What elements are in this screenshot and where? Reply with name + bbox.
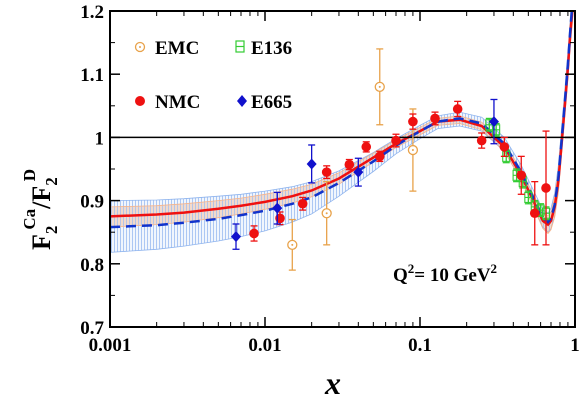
data-points [231,48,551,271]
emc-point-center [411,149,414,152]
legend-marker-e136 [235,40,245,53]
q2-annotation: Q2= 10 GeV2 [393,261,497,286]
e665-point [306,158,317,170]
nmc-point [452,104,463,114]
emc-point-center [291,243,294,246]
ylabel-slash: / [27,201,56,210]
ylabel-sub: 2 [42,226,61,235]
x-tick-label: 1 [570,335,580,356]
legend-label-emc: EMC [155,38,199,59]
nmc-point [249,228,259,239]
e665-point [353,166,364,178]
series-nmc [249,100,551,246]
emc-point-center [378,85,381,88]
red-uncertainty-band-area [110,11,574,235]
blue-dashed-curve [110,11,574,229]
x-axis-label: x [324,365,341,401]
nmc-point [430,113,440,124]
legend-label-e136: E136 [251,38,292,59]
nmc-point [476,135,487,146]
nmc-point [408,116,418,127]
nmc-point [361,142,372,152]
x-tick-label: 0.001 [89,335,132,356]
series-e665 [231,98,499,250]
legend-label-e665: E665 [251,92,292,113]
ylabel-f: F [27,234,56,250]
nmc-point [516,170,527,181]
y-tick-label: 0.9 [80,192,104,213]
nmc-point [529,208,540,219]
y-tick-label: 0.7 [80,318,104,339]
ylabel-sup2: D [20,169,39,181]
e665-point [488,116,499,128]
emc-point-center [325,212,328,215]
nmc-point [374,151,385,162]
annotation-value: = 10 GeV [414,265,491,286]
x-tick-label: 0.01 [248,335,281,356]
ylabel-sub2: 2 [42,177,61,186]
ylabel-sup: Ca [20,208,39,229]
legend-marker-emc [134,41,146,53]
legend-marker-e665 [237,95,247,107]
tick-labels: 0.001 0.01 0.1 1 0.7 0.8 0.9 1 1.1 1.2 [80,2,580,356]
nmc-point [499,142,510,152]
y-axis-label: F2Ca/F2D [20,169,61,250]
axis-ticks [109,10,576,328]
e665-point [272,202,283,214]
annotation-q-exponent: 2 [408,261,415,276]
nmc-point [344,159,355,170]
red-uncertainty-band [110,11,574,235]
y-tick-label: 1 [95,128,105,149]
legend-label-nmc: NMC [155,92,200,113]
annotation-q: Q [393,265,408,286]
y-tick-label: 0.8 [80,255,104,276]
legend: EMC E136 NMC E665 [134,38,292,113]
y-tick-label: 1.2 [80,2,104,23]
nmc-point [541,183,551,193]
e665-point [231,231,242,243]
svg-text:F2Ca/F2D: F2Ca/F2D [20,169,61,250]
fit-curves [110,11,574,229]
ylabel-f2: F [27,186,56,202]
nmc-point [297,198,308,209]
nmc-point [391,135,401,146]
y-tick-label: 1.1 [80,65,104,86]
legend-marker-nmc [135,96,145,106]
nmc-point [321,167,332,177]
annotation-unit-exponent: 2 [491,261,498,276]
x-tick-label: 0.1 [408,335,432,356]
